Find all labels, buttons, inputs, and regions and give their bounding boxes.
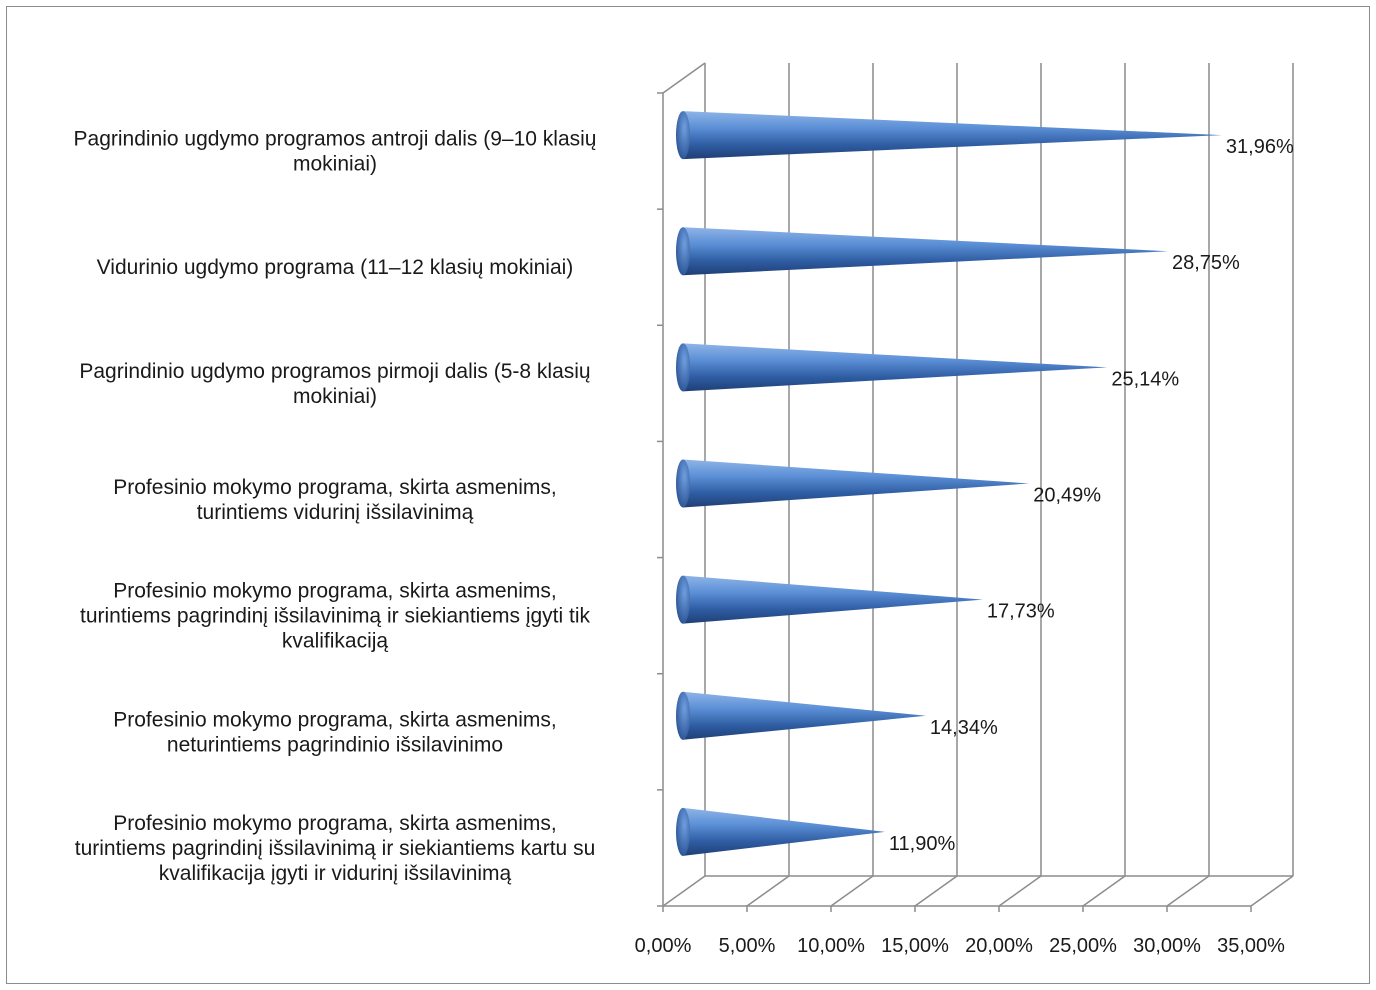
category-label: Profesinio mokymo programa, skirta asmen…: [75, 812, 596, 885]
cones: [676, 111, 1222, 856]
category-label-line: mokiniai): [293, 385, 377, 408]
cone-bar: [683, 343, 1108, 392]
cone-bar: [683, 459, 1030, 508]
floor-gridline: [914, 875, 958, 907]
category-label-line: mokiniai): [293, 153, 377, 176]
category-label-line: Pagrindinio ugdymo programos pirmoji dal…: [79, 360, 590, 383]
data-label: 11,90%: [889, 833, 956, 855]
cone-base: [676, 111, 690, 160]
category-label: Profesinio mokymo programa, skirta asmen…: [80, 580, 590, 653]
category-label: Pagrindinio ugdymo programos antroji dal…: [74, 128, 597, 176]
category-labels: Pagrindinio ugdymo programos antroji dal…: [74, 128, 597, 885]
category-label-line: Profesinio mokymo programa, skirta asmen…: [113, 476, 556, 499]
cone-bar: [683, 807, 885, 856]
data-label: 31,96%: [1226, 136, 1294, 158]
cone-base: [676, 807, 690, 856]
cone-base: [676, 575, 690, 624]
data-label: 20,49%: [1033, 485, 1101, 507]
floor-gridline: [1082, 875, 1126, 907]
x-tick-labels: 0,00% 5,00% 10,00% 15,00% 20,00% 25,00% 30,00%…: [635, 935, 1285, 957]
cone-base: [676, 343, 690, 392]
category-label-line: Pagrindinio ugdymo programos antroji dal…: [74, 128, 597, 151]
cone-bar-chart: Pagrindinio ugdymo programos antroji dal…: [74, 62, 1294, 957]
cone-bar: [683, 691, 926, 740]
floor-gridline: [998, 875, 1042, 907]
category-label-line: kvalifikaciją: [282, 630, 389, 653]
category-label-line: neturintiems pagrindinio išsilavinimo: [167, 733, 503, 756]
x-tick-label: 0,00%: [635, 935, 692, 957]
floor-gridline: [746, 875, 790, 907]
cone-base: [676, 227, 690, 276]
category-label-line: turintiems pagrindinį išsilavinimą ir si…: [75, 837, 596, 860]
cone-base: [676, 459, 690, 508]
x-tick-label: 25,00%: [1049, 935, 1117, 957]
cone-bar: [683, 227, 1168, 276]
data-label: 14,34%: [930, 717, 998, 739]
cone-bar: [683, 575, 983, 624]
cone-bar: [683, 111, 1222, 160]
category-label-line: Profesinio mokymo programa, skirta asmen…: [113, 580, 556, 603]
category-label: Profesinio mokymo programa, skirta asmen…: [113, 476, 556, 524]
x-tick-label: 20,00%: [965, 935, 1033, 957]
category-label-line: Profesinio mokymo programa, skirta asmen…: [113, 812, 556, 835]
wall-top-edge: [662, 62, 706, 94]
x-tick-label: 5,00%: [719, 935, 776, 957]
category-label-line: kvalifikacija įgyti ir vidurinį išsilavi…: [159, 862, 512, 885]
category-label-line: Vidurinio ugdymo programa (11–12 klasių …: [97, 256, 574, 279]
category-label: Vidurinio ugdymo programa (11–12 klasių …: [97, 256, 574, 279]
floor-gridline: [830, 875, 874, 907]
floor-gridline: [1250, 875, 1294, 907]
chart-frame: Pagrindinio ugdymo programos antroji dal…: [6, 6, 1370, 984]
x-tick-label: 35,00%: [1217, 935, 1285, 957]
floor-gridline: [1166, 875, 1210, 907]
category-label-line: turintiems pagrindinį išsilavinimą ir si…: [80, 605, 590, 628]
category-label-line: turintiems vidurinį išsilavinimą: [197, 501, 474, 524]
category-label: Profesinio mokymo programa, skirta asmen…: [113, 708, 556, 756]
data-label: 17,73%: [987, 601, 1055, 623]
x-tick-label: 10,00%: [797, 935, 865, 957]
gridlines: [662, 63, 1294, 907]
category-label: Pagrindinio ugdymo programos pirmoji dal…: [79, 360, 590, 408]
x-tick-label: 15,00%: [881, 935, 949, 957]
cone-base: [676, 691, 690, 740]
data-label: 25,14%: [1111, 368, 1179, 390]
floor-gridline: [662, 875, 706, 907]
data-label: 28,75%: [1172, 252, 1240, 274]
x-tick-label: 30,00%: [1133, 935, 1201, 957]
axes: [657, 62, 1252, 912]
data-labels: 31,96% 28,75% 25,14% 20,49% 17,73% 14,34% 11,9…: [889, 136, 1294, 855]
category-label-line: Profesinio mokymo programa, skirta asmen…: [113, 708, 556, 731]
